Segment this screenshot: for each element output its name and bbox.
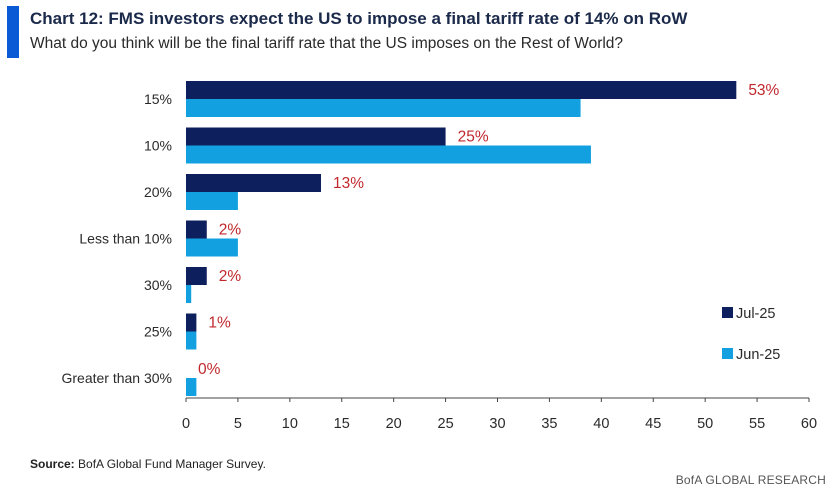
bar-jun-25 [186,99,581,117]
category-label: Greater than 30% [61,370,172,386]
data-label: 2% [219,222,242,239]
x-tick-label: 5 [234,416,242,432]
bar-jul-25 [186,267,207,285]
data-label: 13% [333,175,364,192]
chart-title: Chart 12: FMS investors expect the US to… [30,9,688,28]
x-tick-label: 10 [282,416,298,432]
x-tick-label: 40 [593,416,609,432]
category-label: 15% [144,91,172,107]
x-tick-label: 20 [386,416,402,432]
title-accent-bar [7,6,19,58]
x-tick-label: 15 [334,416,350,432]
category-label: Less than 10% [79,231,172,247]
category-label: 10% [144,138,172,154]
data-label: 25% [458,129,489,146]
legend-label: Jul-25 [736,306,776,322]
source-text: BofA Global Fund Manager Survey. [74,457,266,471]
legend-swatch [722,307,733,318]
category-label: 20% [144,184,172,200]
bar-jun-25 [186,192,238,210]
bar-jul-25 [186,81,737,99]
x-tick-label: 50 [697,416,713,432]
bar-jun-25 [186,378,197,396]
x-tick-label: 25 [438,416,454,432]
x-tick-label: 55 [749,416,765,432]
legend-swatch [722,348,733,359]
data-label: 53% [748,82,779,99]
source-note: Source: BofA Global Fund Manager Survey. [30,457,266,471]
bar-jun-25 [186,285,192,303]
bar-jun-25 [186,331,197,350]
x-tick-label: 0 [182,416,190,432]
brand-footer: BofA GLOBAL RESEARCH [675,473,826,487]
data-label: 0% [198,361,221,378]
data-label: 2% [219,268,242,285]
bar-jul-25 [186,127,446,146]
data-label: 1% [208,315,231,332]
x-tick-label: 60 [801,416,817,432]
bar-jun-25 [186,145,591,164]
category-label: 25% [144,324,172,340]
bar-jul-25 [186,313,197,332]
source-label: Source: [30,457,75,471]
bar-jul-25 [186,174,321,192]
legend-label: Jun-25 [736,347,780,363]
chart-subtitle: What do you think will be the final tari… [30,35,624,52]
bar-jun-25 [186,238,238,257]
x-tick-label: 30 [489,416,505,432]
x-tick-label: 45 [645,416,661,432]
category-label: 30% [144,277,172,293]
x-tick-label: 35 [541,416,557,432]
bar-jul-25 [186,220,207,239]
